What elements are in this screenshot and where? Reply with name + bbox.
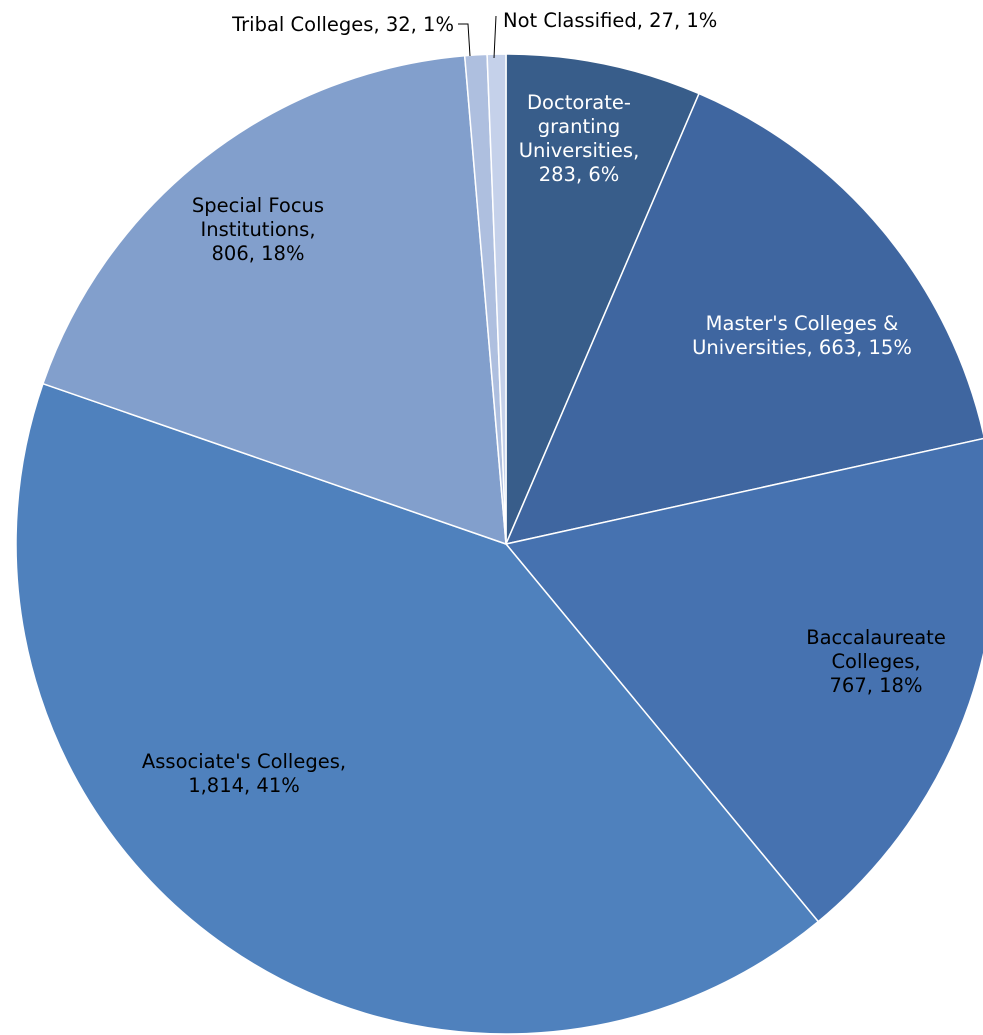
slice-label-line: 283, 6% xyxy=(539,163,620,186)
slice-label-line: Universities, xyxy=(519,139,640,162)
pie-slice-doctorate-granting-universities xyxy=(505,53,700,545)
slice-label-not-classified: Not Classified, 27, 1% xyxy=(503,9,717,32)
leader-lines xyxy=(458,15,497,59)
slice-label-line: Doctorate- xyxy=(527,91,631,114)
slice-label-master-s-colleges-universities: Master's Colleges & Universities, 663, 15… xyxy=(692,312,912,359)
slice-label-associate-s-colleges: Associate's Colleges, 1,814, 41% xyxy=(142,750,346,797)
slice-label-line: Colleges, xyxy=(831,650,920,673)
pie-slices xyxy=(15,53,983,1035)
slice-label-baccalaureate-colleges: Baccalaureate Colleges, 767, 18% xyxy=(806,626,946,697)
slice-label-line: 806, 18% xyxy=(212,242,305,265)
leader-line-not-classified xyxy=(493,15,497,59)
slice-label-line: Universities, 663, 15% xyxy=(692,336,912,359)
slice-label-line: Institutions, xyxy=(200,218,315,241)
slice-label-line: Associate's Colleges, xyxy=(142,750,346,773)
slice-label-doctorate-granting-universities: Doctorate-granting Universities, 283, 6% xyxy=(519,91,640,186)
pie-slice-associate-s-colleges xyxy=(15,382,820,1035)
slice-label-line: Baccalaureate xyxy=(806,626,946,649)
slice-label-line: Not Classified, 27, 1% xyxy=(503,9,717,32)
slice-label-line: granting xyxy=(538,115,621,138)
pie-slice-master-s-colleges-universities xyxy=(504,92,983,546)
slice-label-line: 1,814, 41% xyxy=(188,774,300,797)
pie-slice-special-focus-institutions xyxy=(42,54,507,546)
slice-labels: Doctorate-granting Universities, 283, 6% Ma… xyxy=(142,9,946,797)
slice-label-line: Tribal Colleges, 32, 1% xyxy=(231,13,454,36)
slice-label-line: 767, 18% xyxy=(830,674,923,697)
slice-label-special-focus-institutions: Special Focus Institutions, 806, 18% xyxy=(192,194,324,265)
pie-slice-not-classified xyxy=(486,53,507,545)
leader-line-tribal-colleges xyxy=(458,23,471,57)
pie-slice-baccalaureate-colleges xyxy=(504,437,983,923)
slice-label-line: Special Focus xyxy=(192,194,324,217)
slice-label-line: Master's Colleges & xyxy=(706,312,899,335)
slice-label-tribal-colleges: Tribal Colleges, 32, 1% xyxy=(231,13,454,36)
